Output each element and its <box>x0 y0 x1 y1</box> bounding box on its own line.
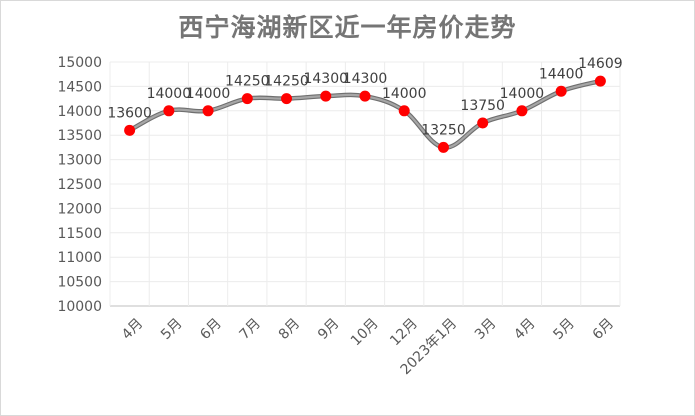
data-label: 13750 <box>460 98 505 114</box>
data-point <box>437 141 449 153</box>
x-tick-label: 4月 <box>119 315 147 343</box>
data-point <box>202 105 214 117</box>
data-label: 14250 <box>225 74 270 90</box>
x-tick-label: 5月 <box>550 315 578 343</box>
data-label: 14609 <box>578 56 623 72</box>
data-label: 14000 <box>382 86 427 102</box>
data-point <box>594 75 606 87</box>
y-tick-label: 13500 <box>57 128 102 144</box>
data-point <box>124 124 136 136</box>
x-tick-label: 6月 <box>590 315 618 343</box>
y-tick-label: 12000 <box>57 201 102 217</box>
x-tick-label: 9月 <box>315 315 343 343</box>
y-tick-label: 10500 <box>57 275 102 291</box>
grid-lines <box>109 61 621 307</box>
data-point <box>359 90 371 102</box>
data-point <box>241 93 253 105</box>
y-tick-label: 14000 <box>57 104 102 120</box>
y-tick-label: 14500 <box>57 79 102 95</box>
data-label: 14250 <box>264 74 309 90</box>
data-point <box>320 90 332 102</box>
x-tick-label: 5月 <box>158 315 186 343</box>
data-markers <box>124 75 606 153</box>
x-tick-label: 7月 <box>237 315 265 343</box>
x-tick-label: 8月 <box>276 315 304 343</box>
data-point <box>398 105 410 117</box>
x-tick-label: 6月 <box>197 315 225 343</box>
data-label: 14300 <box>343 71 388 87</box>
data-label: 14300 <box>303 71 348 87</box>
data-point <box>516 105 528 117</box>
data-point <box>163 105 175 117</box>
data-label: 14000 <box>500 86 545 102</box>
y-tick-label: 11000 <box>57 250 102 266</box>
data-point <box>555 85 567 97</box>
x-tick-label: 4月 <box>511 315 539 343</box>
data-labels: 1360014000140001425014250143001430014000… <box>107 56 622 138</box>
data-label: 13600 <box>107 105 152 121</box>
data-label: 14000 <box>186 86 231 102</box>
x-tick-label: 10月 <box>348 315 382 349</box>
y-tick-label: 10000 <box>57 299 102 315</box>
data-label: 14000 <box>147 86 192 102</box>
data-label: 13250 <box>421 122 466 138</box>
data-point <box>281 93 293 105</box>
y-tick-label: 11500 <box>57 226 102 242</box>
chart-title: 西宁海湖新区近一年房价走势 <box>178 13 517 42</box>
data-point <box>477 117 489 129</box>
y-axis-ticks: 10000 10500 11000 11500 12000 12500 13000 13500… <box>57 55 102 315</box>
y-tick-label: 15000 <box>57 55 102 71</box>
y-tick-label: 12500 <box>57 177 102 193</box>
x-tick-label: 12月 <box>387 315 421 349</box>
y-tick-label: 13000 <box>57 153 102 169</box>
x-tick-label: 3月 <box>472 315 500 343</box>
data-label: 14400 <box>539 66 584 82</box>
